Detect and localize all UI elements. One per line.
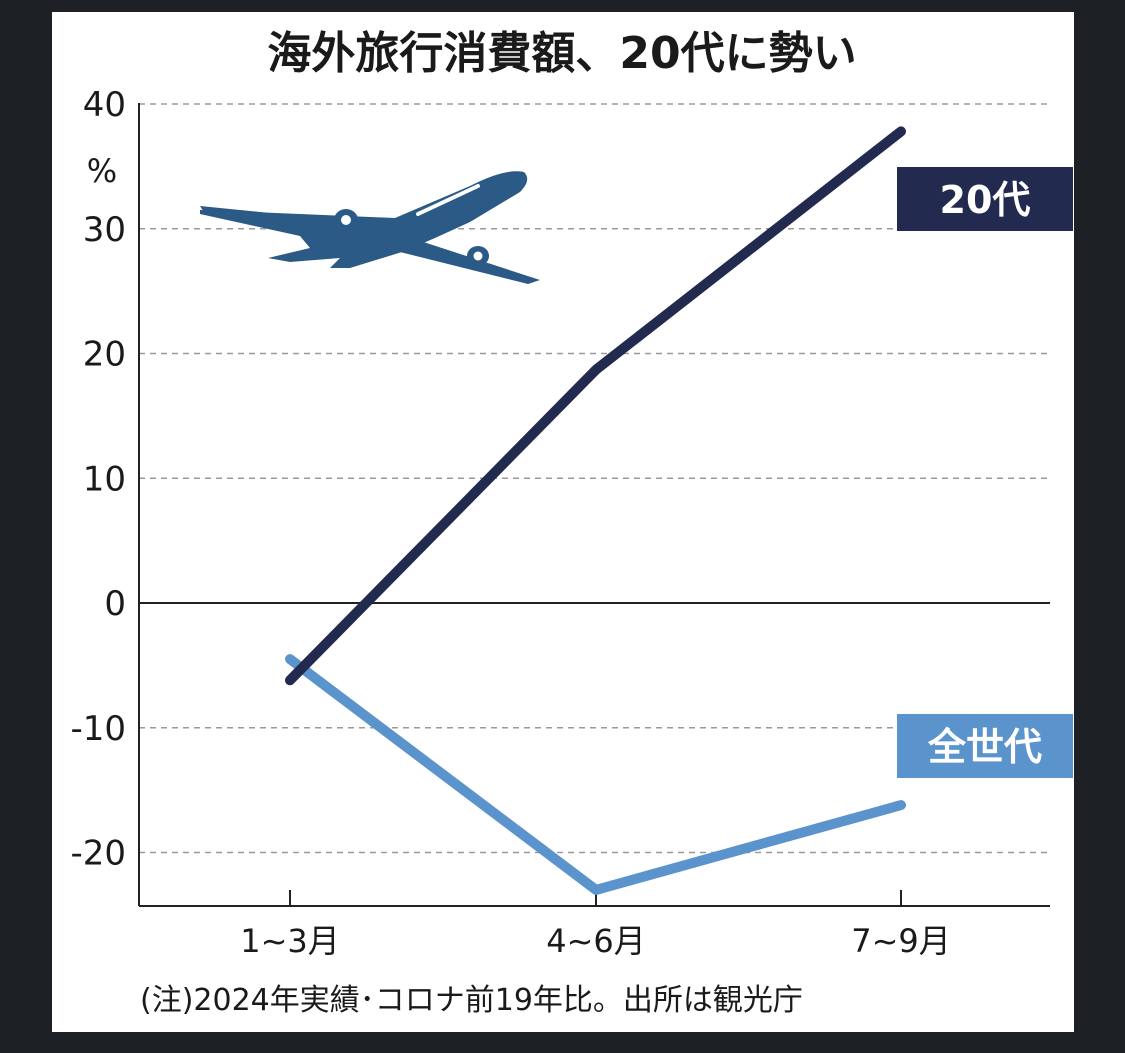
- y-tick-label-4: 0: [104, 584, 126, 624]
- x-tick-label-0: 1~3月: [240, 922, 340, 960]
- y-tick-label-5: -10: [70, 709, 126, 749]
- x-tick-label-1: 4~6月: [546, 922, 646, 960]
- y-tick-label-2: 20: [83, 335, 126, 375]
- y-tick-label-1: 30: [83, 210, 126, 250]
- x-tick-label-2: 7~9月: [851, 922, 951, 960]
- y-tick-label-6: -20: [70, 834, 126, 874]
- legend-all-generations: 全世代: [897, 714, 1073, 778]
- y-axis-unit: %: [87, 152, 117, 190]
- source-note: (注)2024年実績･コロナ前19年比。出所は観光庁: [140, 983, 803, 1018]
- airplane-icon: [200, 171, 540, 284]
- series-line-all-generations: [285, 654, 906, 895]
- legend-all-box: [897, 714, 1073, 778]
- y-tick-label-0: 40: [83, 85, 126, 125]
- legend-20s: 20代: [897, 167, 1073, 231]
- legend-20s-box: [897, 167, 1073, 231]
- x-tick-labels: 1~3月 4~6月 7~9月: [240, 890, 951, 960]
- y-tick-labels: 40 30 20 10 0 -10 -20: [70, 85, 126, 874]
- series-lines: [285, 126, 906, 895]
- series-line-20s: [285, 126, 906, 686]
- legend-20s-label: 20代: [940, 178, 1031, 222]
- y-tick-label-3: 10: [83, 459, 126, 499]
- chart-title: 海外旅行消費額、20代に勢い: [267, 28, 856, 79]
- legend-all-label: 全世代: [927, 725, 1042, 769]
